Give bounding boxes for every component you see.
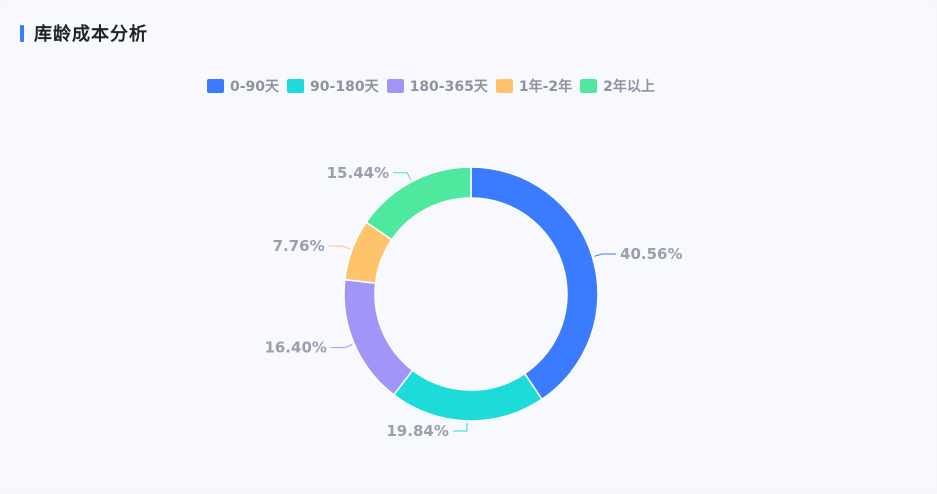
label-leader-line <box>330 344 353 349</box>
label-leader-line <box>452 422 468 432</box>
donut-slice[interactable] <box>343 278 414 396</box>
data-label: 16.40% <box>264 339 326 357</box>
legend-swatch <box>495 79 513 93</box>
label-leader-line <box>594 253 617 257</box>
data-label: 7.76% <box>273 237 325 255</box>
legend-item[interactable]: 1年-2年 <box>495 76 573 96</box>
legend-label: 180-365天 <box>409 79 488 95</box>
donut-slice[interactable] <box>392 369 544 422</box>
data-label: 15.44% <box>327 164 389 182</box>
legend-item[interactable]: 90-180天 <box>287 76 379 96</box>
legend-item[interactable]: 0-90天 <box>207 76 279 96</box>
legend-swatch <box>207 79 224 93</box>
legend-swatch <box>386 79 404 93</box>
legend-label: 2年以上 <box>603 79 655 95</box>
data-label: 40.56% <box>620 245 682 263</box>
panel-title: 库龄成本分析 <box>34 24 148 45</box>
legend-swatch <box>287 79 305 93</box>
label-leader-line <box>393 172 412 181</box>
panel-header: 库龄成本分析 <box>20 22 148 45</box>
donut-slice[interactable] <box>365 166 472 241</box>
legend-item[interactable]: 180-365天 <box>386 76 488 96</box>
legend-item[interactable]: 2年以上 <box>580 76 655 96</box>
donut-slice[interactable] <box>470 166 599 401</box>
legend-swatch <box>580 79 598 93</box>
legend-label: 90-180天 <box>310 79 379 95</box>
legend-label: 1年-2年 <box>518 79 573 95</box>
legend-label: 0-90天 <box>230 79 280 95</box>
title-accent-bar <box>20 24 24 42</box>
label-leader-line <box>328 245 351 250</box>
data-label: 19.84% <box>386 422 448 440</box>
chart-legend: 0-90天 90-180天 180-365天 1年-2年 2年以上 <box>207 76 663 96</box>
